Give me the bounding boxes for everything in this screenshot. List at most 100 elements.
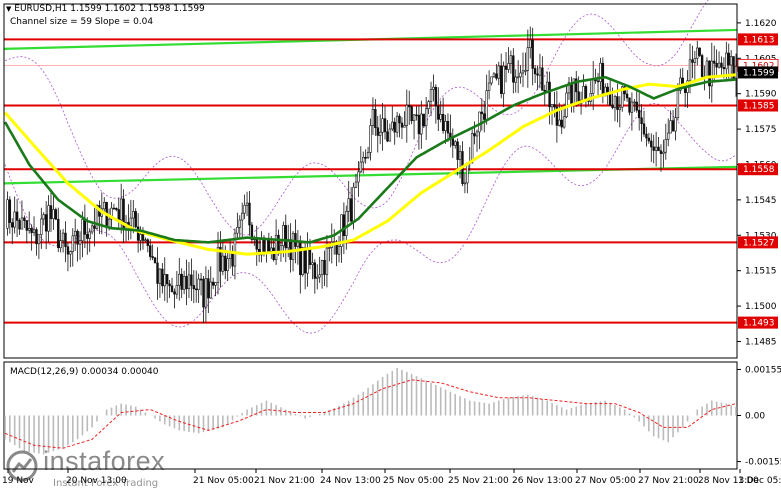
candle-body xyxy=(61,232,65,242)
candle-body xyxy=(635,101,638,111)
candle-body xyxy=(182,276,186,290)
candle-body xyxy=(342,214,346,236)
candle-body xyxy=(548,81,551,108)
candle-body xyxy=(308,248,312,265)
candle-body xyxy=(485,90,488,120)
candle-body xyxy=(49,205,53,219)
candle-body xyxy=(364,157,367,159)
candle-body xyxy=(88,231,91,239)
candle-body xyxy=(439,114,442,120)
candle-body xyxy=(320,259,324,276)
current-price-label: 1.1599 xyxy=(743,68,775,78)
candle-body xyxy=(630,101,634,113)
candle-body xyxy=(654,146,658,151)
candle-body xyxy=(221,255,225,272)
candle-body xyxy=(441,114,445,131)
candle-body xyxy=(483,113,486,120)
candle-body xyxy=(81,219,84,242)
candle-body xyxy=(44,214,48,232)
candle-body xyxy=(454,141,457,146)
candle-body xyxy=(197,278,200,290)
candle-body xyxy=(95,205,99,229)
collapse-arrow-icon[interactable]: ▼ xyxy=(6,5,12,13)
candle-body xyxy=(381,118,384,133)
key-level-label: 1.1585 xyxy=(743,101,775,111)
watermark-logo: instaforex Instant Forex Trading xyxy=(6,446,165,489)
price-tick-label: 1.1530 xyxy=(745,231,777,241)
candle-body xyxy=(151,256,154,259)
candle-body xyxy=(54,209,58,220)
candle-body xyxy=(553,104,556,108)
channel-info: Channel size = 59 Slope = 0.04 xyxy=(10,17,154,27)
candle-body xyxy=(403,125,406,128)
candle-body xyxy=(18,220,21,230)
candle-body xyxy=(613,96,617,108)
candle-body xyxy=(628,97,631,113)
candle-body xyxy=(378,131,382,136)
candle-body xyxy=(640,117,643,125)
candle-body xyxy=(434,86,438,107)
candle-body xyxy=(516,76,520,79)
candle-body xyxy=(729,56,733,66)
candle-body xyxy=(243,204,246,214)
candle-body xyxy=(427,101,430,110)
candle-body xyxy=(250,224,254,240)
candle-body xyxy=(412,114,416,122)
candle-body xyxy=(526,47,530,71)
candle-body xyxy=(90,225,94,233)
candle-body xyxy=(103,202,106,210)
time-tick-label: 27 Nov 21:00 xyxy=(638,476,699,486)
key-level-box xyxy=(738,99,778,112)
candle-body xyxy=(570,82,573,106)
candle-body xyxy=(475,131,479,137)
candle-body xyxy=(558,119,561,126)
candle-body xyxy=(667,132,670,140)
candle-body xyxy=(35,229,38,245)
candle-body xyxy=(28,228,31,231)
candle-body xyxy=(463,182,467,185)
candle-body xyxy=(25,220,28,231)
main-panel-frame xyxy=(3,3,738,359)
candle-body xyxy=(420,113,423,135)
candle-body xyxy=(473,133,476,137)
ask-price-label: 1.1602 xyxy=(743,61,775,71)
macd-title: MACD(12,26,9) 0.00034 0.00040 xyxy=(10,367,159,377)
macd-panel: 0.00155 0.00 -0.00155 xyxy=(4,365,781,468)
candle-body xyxy=(710,60,713,87)
candle-body xyxy=(15,211,19,221)
candle-body xyxy=(555,106,559,126)
candle-body xyxy=(531,39,534,69)
candle-body xyxy=(129,217,133,227)
candle-body xyxy=(149,245,152,257)
candle-body xyxy=(693,57,697,63)
candle-body xyxy=(236,226,239,234)
candle-body xyxy=(713,60,716,64)
brand-tagline: Instant Forex Trading xyxy=(53,478,159,489)
candle-body xyxy=(374,109,377,129)
envelope-up xyxy=(4,0,709,236)
time-tick-label: 19 Nov xyxy=(2,476,35,486)
candle-body xyxy=(301,247,304,276)
candle-body xyxy=(86,234,89,239)
candle-body xyxy=(52,209,55,219)
envelope-bands xyxy=(4,0,737,334)
candle-body xyxy=(311,262,314,265)
candle-body xyxy=(575,78,578,93)
candle-body xyxy=(565,92,568,118)
candle-body xyxy=(417,114,421,135)
candle-body xyxy=(366,152,370,158)
candle-body xyxy=(490,76,493,84)
candle-body xyxy=(507,63,510,70)
candle-body xyxy=(73,230,77,237)
time-axis[interactable]: 19 Nov 20 Nov 13:00 21 Nov 05:00 21 Nov 21:… xyxy=(2,469,781,486)
candle-body xyxy=(204,278,208,308)
candle-body xyxy=(357,171,360,183)
candle-body xyxy=(487,82,491,91)
candle-body xyxy=(538,67,542,76)
candle-body xyxy=(153,257,157,264)
time-tick-label: 27 Nov 05:00 xyxy=(575,476,636,486)
price-tick-label: 1.1620 xyxy=(745,19,777,29)
candle-body xyxy=(369,125,372,153)
